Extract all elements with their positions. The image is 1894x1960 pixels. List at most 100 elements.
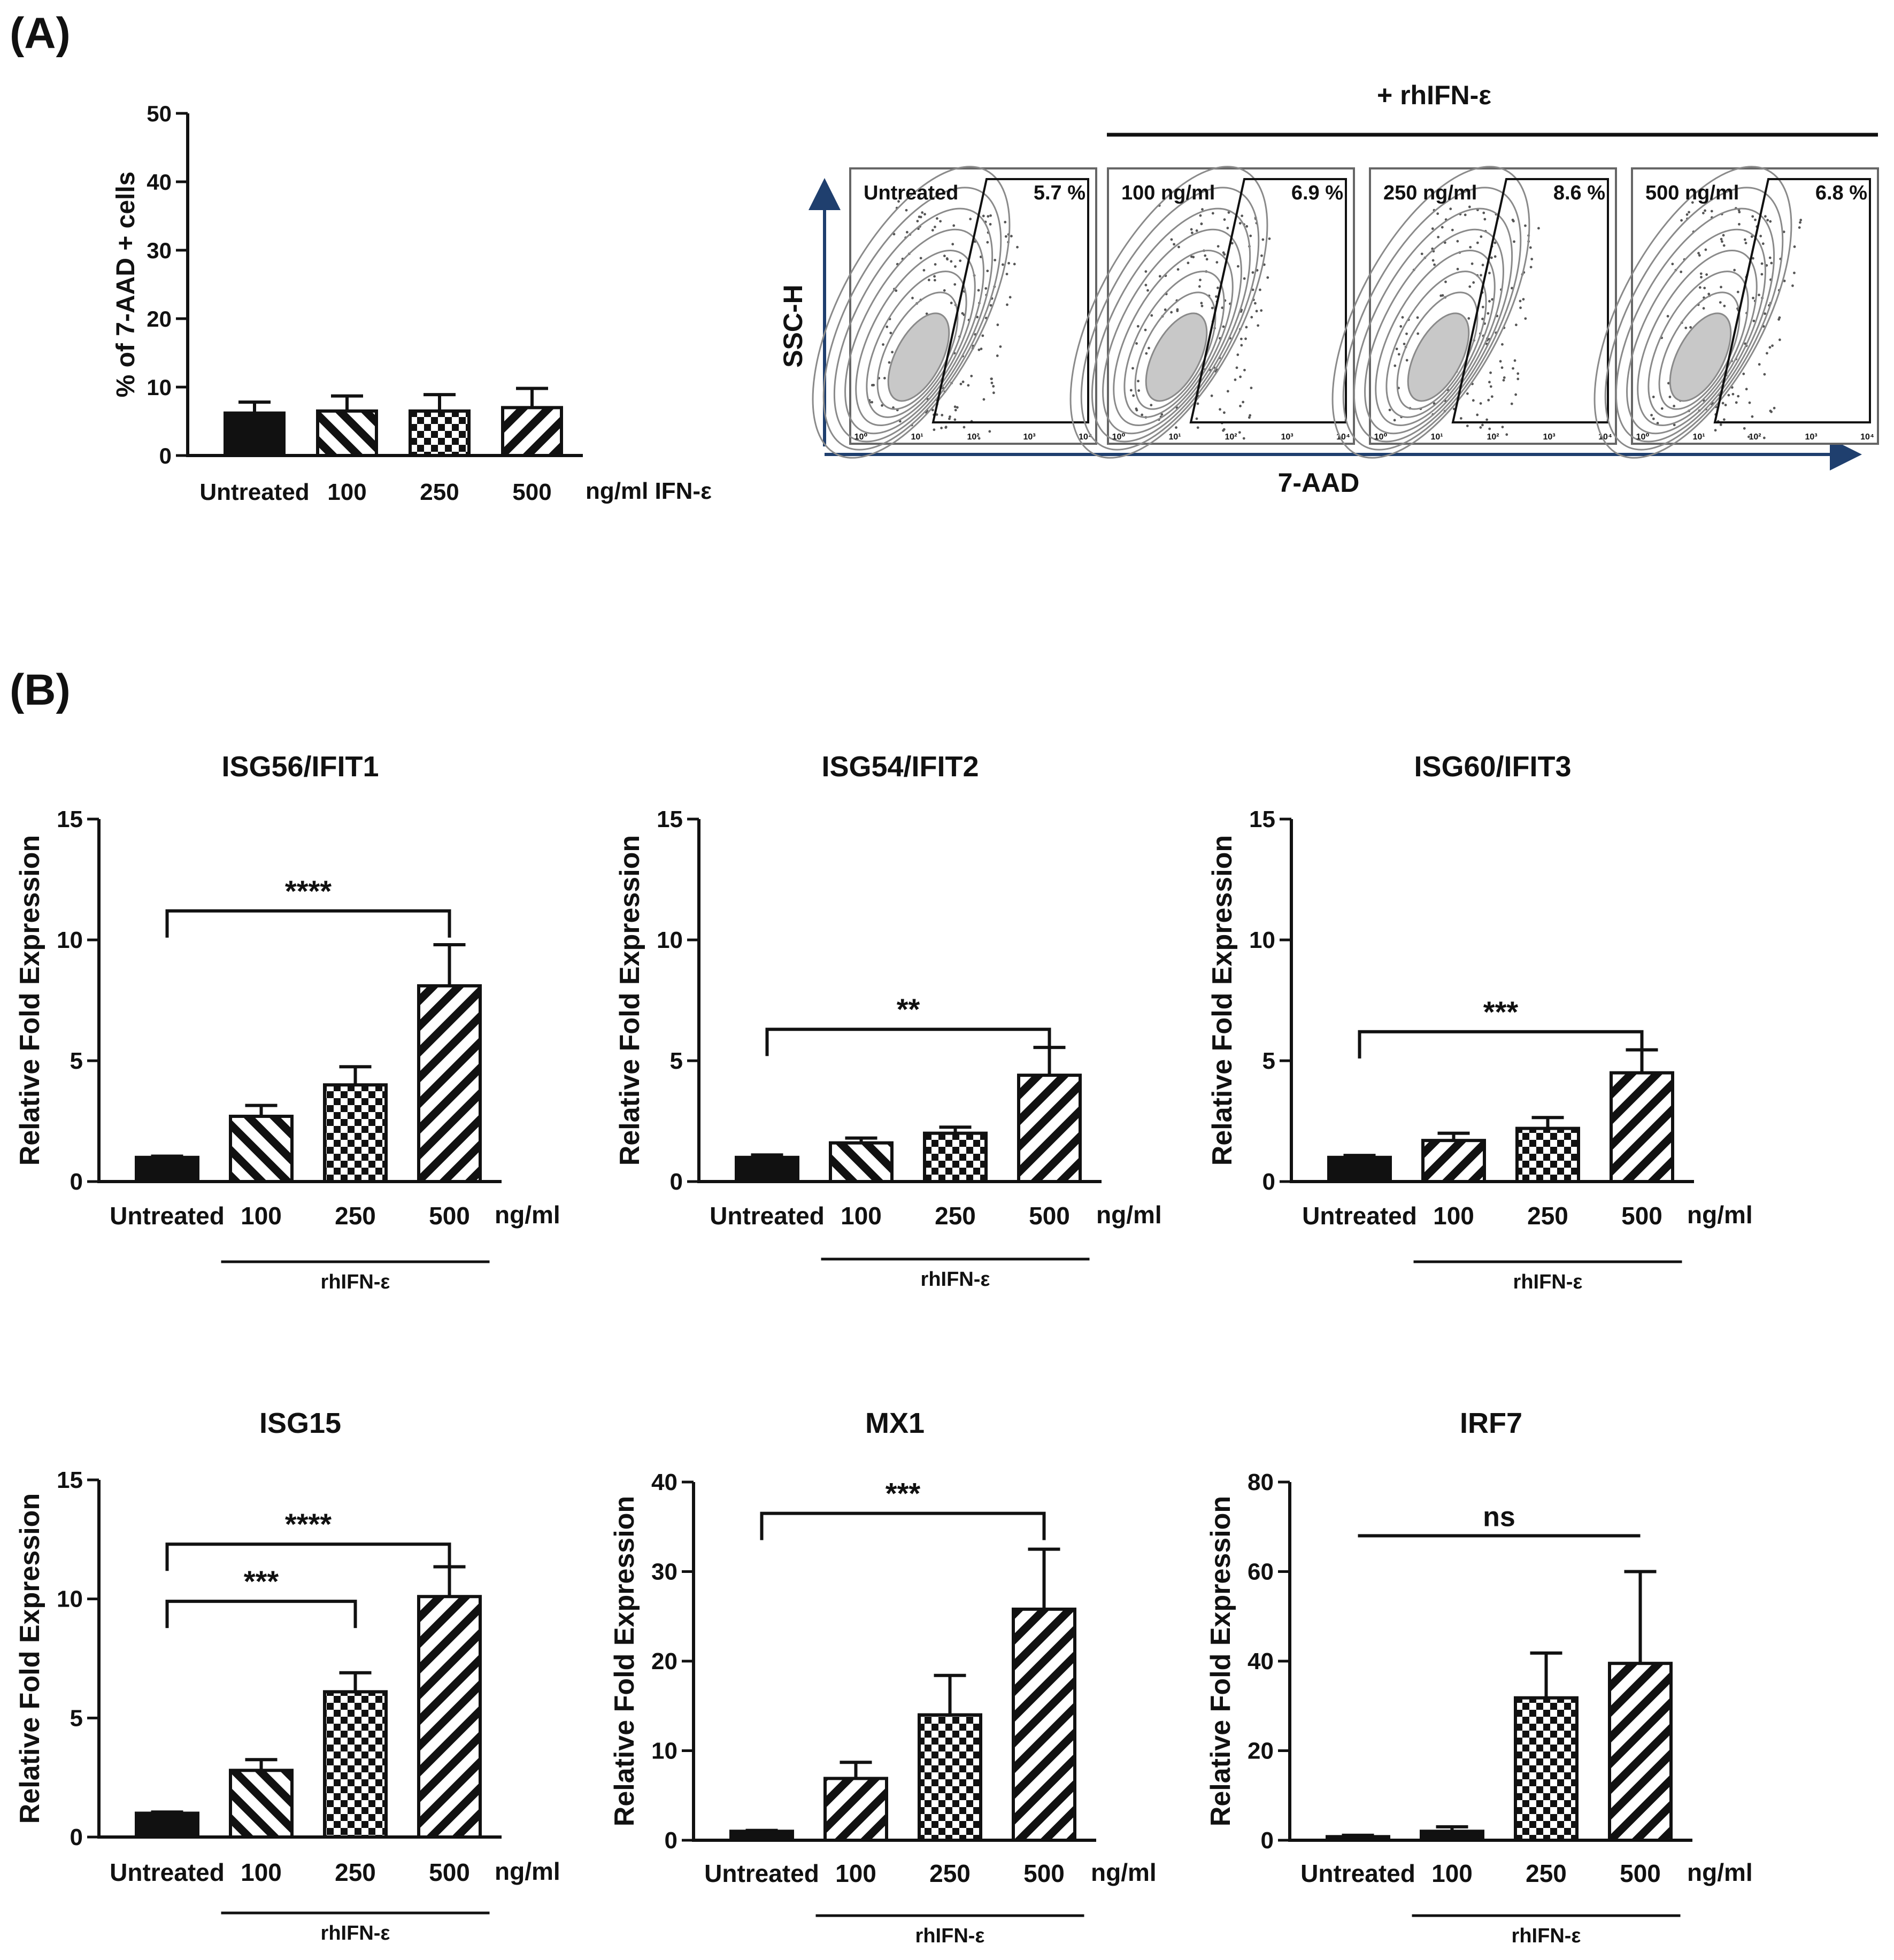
y-tick-label: 50 [147,101,172,126]
flow-plot: 100 ng/ml 6.9 % 10⁰ 10¹ 10² 10³ 10⁴ [1069,166,1355,459]
contour-line [855,249,976,427]
event-dot [1511,287,1513,290]
event-dot [1777,318,1781,321]
flow-x-tick-label: 10² [1487,433,1499,442]
event-dot [886,325,889,328]
event-dot [1680,271,1683,273]
contour-line [1626,228,1766,435]
event-dot [1141,413,1144,416]
event-dot [1680,219,1683,222]
event-dot [988,430,991,433]
event-dot [989,223,992,226]
event-dot [1431,259,1435,262]
chart-title: IRF7 [1460,1407,1522,1439]
y-tick-label: 10 [57,1586,83,1612]
y-tick-label: 20 [147,306,172,331]
event-dot [1260,309,1263,312]
contour-line [1407,312,1470,402]
event-dot [939,220,942,223]
event-dot [1245,225,1249,228]
event-dot [1456,240,1459,243]
event-dot [1010,235,1013,238]
bar-untreated [1327,1155,1392,1184]
event-dot [936,217,938,220]
event-dot [1668,395,1672,398]
contour-line [1669,312,1732,402]
y-tick-label: 80 [1248,1469,1274,1495]
y-tick-label: 20 [651,1648,677,1675]
bar-untreated [729,1830,794,1842]
flow-x-tick-label: 10⁴ [1860,433,1874,442]
flow-plot-label: 500 ng/ml [1645,182,1739,204]
event-dot [1666,315,1669,318]
event-dot [1759,235,1762,237]
event-dot [1249,234,1252,237]
event-dot [1476,413,1479,416]
event-dot [954,265,957,268]
contour-line [1615,207,1775,443]
event-dot [1500,366,1504,369]
event-dot [1490,395,1493,398]
y-axis-label: Relative Fold Expression [1205,1496,1236,1826]
event-dot [1691,201,1694,204]
contour-line [1353,207,1513,443]
event-dot [1719,423,1722,426]
event-dot [1132,394,1135,397]
event-dot [871,400,874,404]
event-dot [967,384,970,387]
event-dot [1688,211,1690,214]
event-dot [1698,286,1701,289]
contour-line [1331,166,1530,459]
event-dot [951,243,954,246]
event-dot [1466,425,1469,428]
event-dot [1493,241,1497,244]
flow-x-tick-label: 10³ [1281,433,1293,442]
event-dot [1136,325,1140,328]
event-dot [1239,337,1243,341]
event-dot [1137,389,1141,392]
x-tick-label: 100 [241,1202,282,1230]
x-tick-label: 500 [1023,1859,1065,1887]
event-dot [1652,417,1655,420]
event-dot [996,354,999,357]
flow-x-tick-label: 10⁰ [854,433,868,442]
flow-plot: 500 ng/ml 6.8 % 10⁰ 10¹ 10² 10³ 10⁴ [1593,166,1879,459]
event-dot [1701,212,1705,214]
event-dot [953,418,957,421]
bar-250 [323,1690,388,1839]
event-dot [1433,263,1436,266]
event-dot [933,279,936,282]
event-dot [976,315,979,319]
event-dot [1482,211,1485,214]
event-dot [1481,305,1484,308]
event-dot [1710,210,1713,213]
treatment-label: rhIFN-ε [321,1271,390,1293]
significance-label: *** [244,1564,279,1598]
event-dot [1721,240,1723,243]
flow-x-tick-label: 10⁰ [1374,433,1388,442]
event-dot [1243,368,1246,372]
event-dot [1223,411,1226,414]
y-tick-label: 20 [1248,1738,1274,1764]
event-dot [1222,429,1225,432]
event-dot [921,211,924,214]
event-dot [1673,405,1676,407]
event-dot [1239,375,1242,379]
event-dot [1667,382,1670,385]
event-dot [1146,289,1149,292]
event-dot [1007,261,1010,265]
event-dot [1192,256,1195,259]
event-dot [977,289,980,292]
flow-x-tick-label: 10⁴ [1079,433,1092,442]
flow-x-tick-label: 10³ [1543,433,1555,442]
event-dot [1016,245,1019,249]
event-dot [1791,284,1794,287]
event-dot [1226,227,1229,229]
event-dot [1720,237,1723,241]
event-dot [1239,405,1242,407]
event-dot [1703,287,1706,290]
unit-label: ng/ml [1687,1201,1753,1229]
event-dot [1469,245,1472,249]
event-dot [984,287,988,290]
event-dot [1195,229,1198,232]
